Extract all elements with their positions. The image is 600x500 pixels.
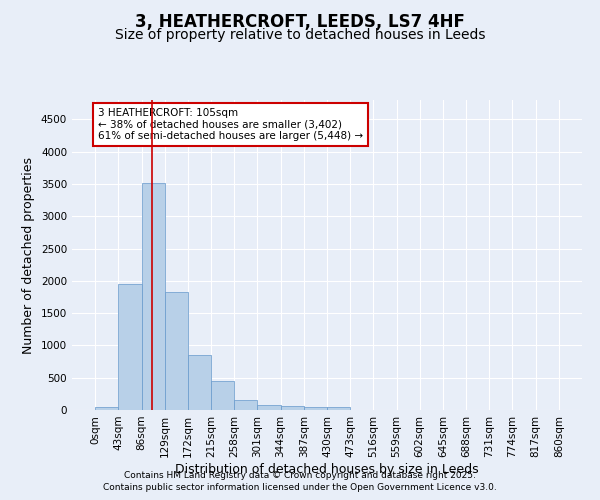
X-axis label: Distribution of detached houses by size in Leeds: Distribution of detached houses by size … — [175, 462, 479, 475]
Text: Contains public sector information licensed under the Open Government Licence v3: Contains public sector information licen… — [103, 484, 497, 492]
Bar — [281, 406, 304, 410]
Text: 3, HEATHERCROFT, LEEDS, LS7 4HF: 3, HEATHERCROFT, LEEDS, LS7 4HF — [135, 12, 465, 30]
Bar — [95, 407, 118, 410]
Bar — [165, 292, 188, 410]
Bar — [211, 381, 234, 410]
Text: Size of property relative to detached houses in Leeds: Size of property relative to detached ho… — [115, 28, 485, 42]
Bar — [234, 400, 257, 410]
Bar — [188, 355, 211, 410]
Bar — [327, 408, 350, 410]
Bar — [118, 284, 142, 410]
Text: Contains HM Land Registry data © Crown copyright and database right 2025.: Contains HM Land Registry data © Crown c… — [124, 471, 476, 480]
Y-axis label: Number of detached properties: Number of detached properties — [22, 156, 35, 354]
Bar — [257, 405, 281, 410]
Bar — [142, 182, 165, 410]
Text: 3 HEATHERCROFT: 105sqm
← 38% of detached houses are smaller (3,402)
61% of semi-: 3 HEATHERCROFT: 105sqm ← 38% of detached… — [98, 108, 363, 141]
Bar — [304, 408, 327, 410]
